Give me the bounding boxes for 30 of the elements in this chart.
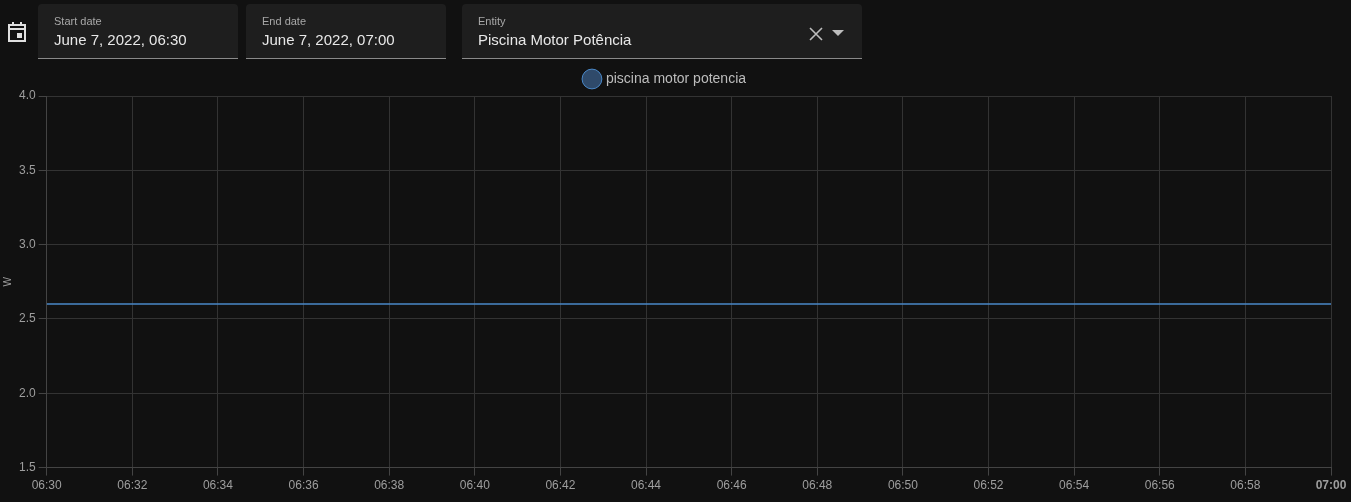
y-tick-label: 1.5 (18, 459, 36, 474)
x-tick-label: 06:38 (374, 478, 405, 493)
x-tick-label: 06:30 (31, 478, 63, 493)
text: Entity (478, 15, 507, 27)
text: Piscina Motor Potência (478, 31, 633, 48)
text: Start date (54, 15, 103, 27)
text: June 7, 2022, 07:00 (262, 31, 396, 48)
x-tick-label: 06:58 (1230, 478, 1261, 493)
x-tick-label: 06:34 (202, 478, 234, 493)
y-tick-label: 3.5 (18, 162, 36, 177)
y-tick-label: 2.5 (18, 311, 36, 326)
y-tick-label: 3.0 (18, 236, 36, 251)
y-tick-label: 4.0 (18, 88, 36, 103)
x-tick-label: 06:42 (545, 478, 576, 493)
legend-label: piscina motor potencia (605, 69, 747, 86)
y-axis-title: W (1, 276, 13, 287)
x-tick-label: 06:48 (802, 478, 833, 493)
x-tick-label: 06:56 (1144, 478, 1176, 493)
x-tick-label: 06:32 (117, 478, 148, 493)
x-tick-label: 06:44 (631, 478, 662, 493)
y-tick-label: 2.0 (18, 385, 36, 400)
x-tick-label: 06:54 (1059, 478, 1090, 493)
text: End date (262, 15, 308, 27)
x-tick-label: 06:46 (716, 478, 747, 493)
x-tick-label: 07:00 (1315, 478, 1347, 493)
x-tick-label: 06:36 (288, 478, 319, 493)
x-tick-label: 06:52 (973, 478, 1004, 493)
x-tick-label: 06:40 (459, 478, 491, 493)
text: June 7, 2022, 06:30 (54, 31, 188, 48)
x-tick-label: 06:50 (887, 478, 919, 493)
